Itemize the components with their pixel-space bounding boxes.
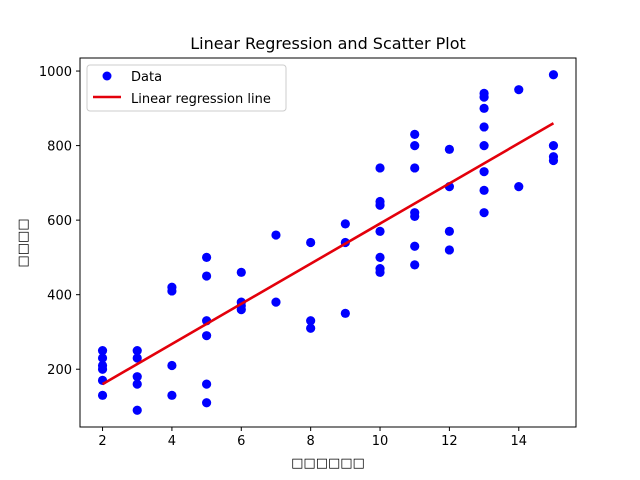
data-point [410, 260, 420, 270]
data-point [444, 144, 454, 154]
y-tick-label: 1000 [39, 65, 72, 80]
data-point [479, 122, 489, 132]
x-tick-label: 14 [510, 434, 527, 449]
data-point [479, 208, 489, 218]
data-point [167, 390, 177, 400]
data-point [97, 345, 108, 356]
data-point [202, 398, 212, 408]
data-point [97, 390, 108, 400]
data-point [479, 140, 489, 151]
data-point [479, 103, 489, 113]
legend: Data Linear regression line [86, 64, 287, 112]
data-point [97, 364, 108, 374]
x-tick-label: 4 [168, 434, 176, 449]
data-point [132, 353, 142, 363]
legend-label-regression: Linear regression line [131, 92, 271, 107]
chart-title: Linear Regression and Scatter Plot [190, 34, 466, 53]
data-point [548, 140, 559, 151]
data-point [236, 267, 246, 277]
data-point [548, 155, 559, 166]
data-point [306, 237, 316, 248]
data-point [410, 241, 420, 251]
data-point [479, 92, 489, 102]
data-point [514, 85, 524, 95]
y-tick-label: 800 [47, 140, 72, 155]
legend-label-data: Data [131, 70, 162, 85]
data-point [202, 252, 212, 263]
data-point [479, 167, 489, 177]
data-point [167, 360, 177, 371]
plot-area [97, 70, 559, 415]
data-point [202, 379, 212, 389]
y-tick-label: 600 [47, 214, 72, 229]
data-point [340, 308, 350, 318]
data-point [271, 297, 281, 307]
data-point [306, 323, 316, 333]
legend-box [86, 64, 287, 112]
data-point [132, 379, 142, 389]
data-point [375, 226, 385, 236]
data-point [97, 353, 108, 363]
data-point [514, 181, 524, 192]
data-point [132, 372, 142, 382]
x-tick-label: 2 [98, 434, 106, 449]
y-tick-label: 400 [47, 289, 72, 304]
data-point [548, 70, 559, 80]
data-point [410, 140, 420, 151]
y-axis: 200 400 600 800 1000 [39, 65, 80, 378]
data-point [202, 331, 212, 341]
data-point [132, 345, 142, 356]
regression-line [101, 122, 555, 386]
data-point [375, 200, 385, 210]
y-axis-label: □□□□ [16, 218, 31, 267]
x-axis: 2 4 6 8 10 12 14 [98, 427, 527, 449]
data-point [167, 286, 177, 296]
data-point [375, 267, 385, 277]
data-point [410, 211, 420, 222]
data-point [444, 226, 454, 236]
data-point [132, 405, 142, 415]
x-tick-label: 8 [307, 434, 315, 449]
data-point [479, 185, 489, 195]
data-point [410, 163, 420, 173]
x-tick-label: 10 [372, 434, 389, 449]
data-point [375, 163, 385, 173]
x-axis-label: □□□□□□ [291, 456, 365, 471]
data-point [202, 271, 212, 281]
data-point [375, 252, 385, 263]
x-tick-label: 12 [441, 434, 458, 449]
data-point [306, 316, 316, 326]
data-point [236, 304, 246, 315]
data-point [410, 129, 420, 140]
x-tick-label: 6 [237, 434, 245, 449]
data-point [271, 230, 281, 240]
legend-marker-data [102, 71, 112, 81]
y-tick-label: 200 [47, 363, 72, 378]
plot-frame [79, 57, 577, 428]
data-point [444, 245, 454, 255]
data-point [340, 219, 350, 229]
